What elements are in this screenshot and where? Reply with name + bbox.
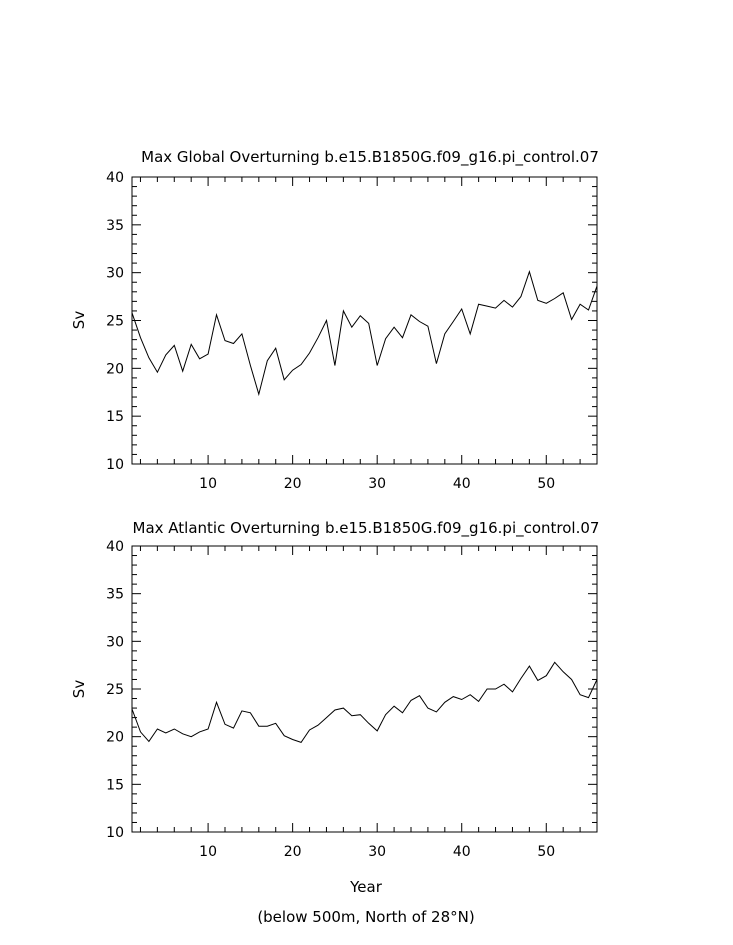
x-tick-label: 20: [284, 476, 302, 492]
y-axis-label: Sv: [70, 311, 88, 330]
y-tick-label: 25: [106, 682, 124, 698]
y-tick-label: 40: [106, 170, 124, 186]
y-tick-label: 15: [106, 777, 124, 793]
x-tick-label: 50: [537, 476, 555, 492]
y-tick-label: 10: [106, 457, 124, 473]
y-tick-label: 20: [106, 730, 124, 746]
x-tick-label: 40: [453, 476, 471, 492]
x-tick-label: 40: [453, 844, 471, 860]
series-line: [131, 270, 598, 397]
chart-title: Max Global Overturning b.e15.B1850G.f09_…: [141, 148, 599, 167]
x-tick-label: 30: [368, 476, 386, 492]
y-tick-label: 25: [106, 314, 124, 330]
y-tick-label: 10: [106, 825, 124, 841]
x-axis-label: Year: [349, 878, 383, 896]
plot-frame: [131, 176, 598, 465]
x-tick-label: 20: [284, 844, 302, 860]
y-axis-label: Sv: [70, 680, 88, 699]
global-overturning-panel: Max Global Overturning b.e15.B1850G.f09_…: [70, 148, 599, 492]
y-tick-label: 40: [106, 539, 124, 555]
y-tick-label: 30: [106, 266, 124, 282]
y-tick-label: 35: [106, 218, 124, 234]
y-tick-label: 15: [106, 409, 124, 425]
x-tick-label: 30: [368, 844, 386, 860]
y-tick-label: 35: [106, 587, 124, 603]
y-tick-label: 30: [106, 634, 124, 650]
x-tick-label: 50: [537, 844, 555, 860]
series-line: [131, 661, 598, 743]
chart-title: Max Atlantic Overturning b.e15.B1850G.f0…: [133, 519, 600, 538]
chart-footnote: (below 500m, North of 28°N): [257, 908, 474, 926]
x-tick-label: 10: [199, 476, 217, 492]
atlantic-overturning-panel: Max Atlantic Overturning b.e15.B1850G.f0…: [70, 519, 599, 926]
x-tick-label: 10: [199, 844, 217, 860]
y-tick-label: 20: [106, 361, 124, 377]
plot-frame: [131, 545, 598, 833]
